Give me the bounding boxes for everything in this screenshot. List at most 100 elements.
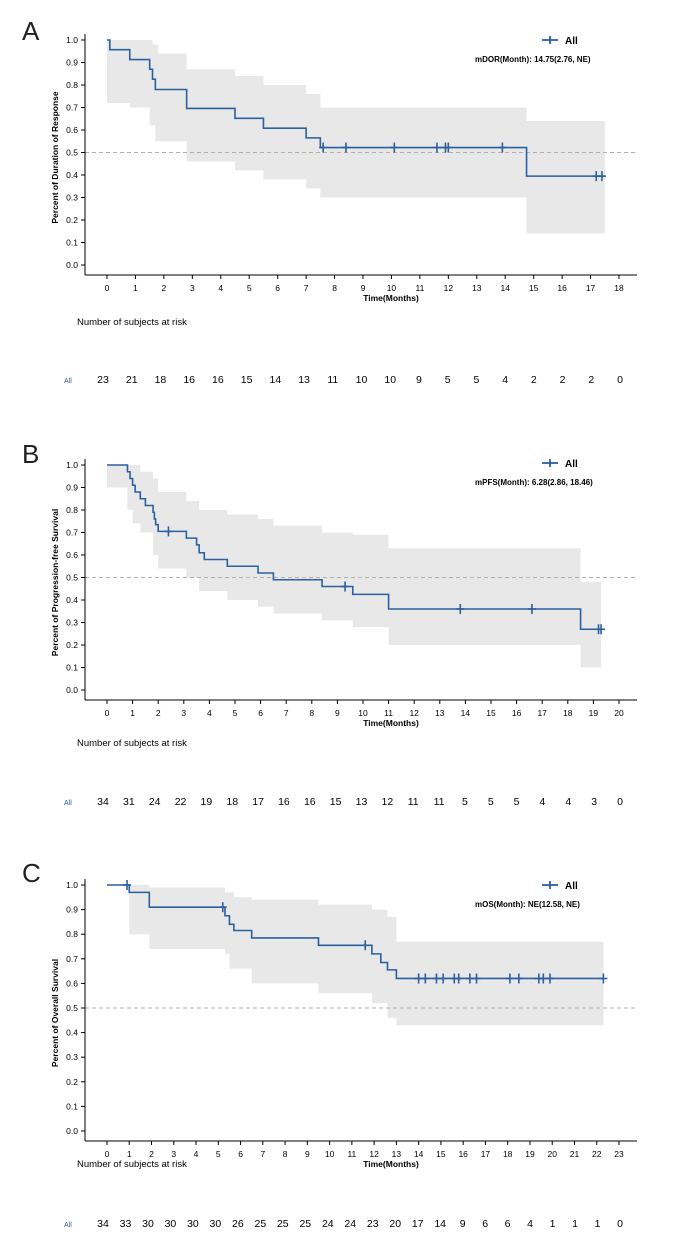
risk-count: 15 [241,374,253,386]
censor-mark [465,973,474,984]
y-tick-label: 0.8 [66,505,78,515]
risk-count: 0 [617,374,623,386]
median-annotation: mDOR(Month): 14.75(2.76, NE) [475,55,591,64]
risk-count: 30 [142,1218,154,1230]
risk-count: 0 [617,1218,623,1230]
x-tick-label: 19 [589,708,599,718]
risk-count: 6 [505,1218,511,1230]
y-tick-label: 0.2 [66,1077,78,1087]
x-tick-label: 21 [570,1149,580,1159]
risk-count: 24 [344,1218,356,1230]
confidence-band [107,465,602,668]
risk-count: 17 [412,1218,424,1230]
x-tick-label: 4 [194,1149,199,1159]
x-tick-label: 19 [525,1149,535,1159]
risk-count: 1 [595,1218,601,1230]
x-tick-label: 17 [537,708,547,718]
risk-count: 22 [175,796,187,808]
x-tick-label: 10 [387,283,397,293]
y-tick-label: 0.4 [66,595,78,605]
x-tick-label: 11 [384,708,393,718]
confidence-band [107,885,604,1026]
censor-mark [164,526,173,537]
panel-a: A0.00.10.20.30.40.50.60.70.80.91.00 1 2 3 4 5… [22,16,637,386]
risk-count: 4 [527,1218,533,1230]
x-tick-label: 8 [283,1149,288,1159]
x-tick-label: 15 [529,283,539,293]
x-tick-label: 7 [260,1149,265,1159]
risk-count: 13 [356,796,368,808]
risk-count: 2 [531,374,537,386]
x-tick-label: 9 [305,1149,310,1159]
risk-row-label: All [64,800,72,807]
x-tick-label: 15 [436,1149,446,1159]
risk-count: 9 [416,374,422,386]
x-tick-label: 4 [207,708,212,718]
x-tick-label: 18 [503,1149,513,1159]
panel-b: B0.00.10.20.30.40.50.60.70.80.91.00 1 2 3 4 5… [22,439,637,808]
censor-mark [454,973,463,984]
censor-mark [414,973,423,984]
x-tick-label: 0 [105,708,110,718]
x-tick-label: 12 [409,708,419,718]
x-tick-label: 1 [130,708,135,718]
risk-count: 10 [356,374,368,386]
y-tick-label: 0.0 [66,260,78,270]
y-tick-label: 0.2 [66,640,78,650]
censor-mark [218,902,227,913]
x-tick-label: 22 [592,1149,602,1159]
x-tick-label: 6 [275,283,280,293]
y-tick-label: 0.5 [66,1003,78,1013]
risk-count: 5 [445,374,451,386]
y-tick-label: 1.0 [66,880,78,890]
risk-count: 17 [252,796,264,808]
risk-count: 14 [269,374,281,386]
x-tick-label: 17 [481,1149,491,1159]
x-tick-label: 5 [216,1149,221,1159]
y-tick-label: 0.1 [66,238,78,248]
x-tick-label: 13 [435,708,445,718]
y-tick-label: 0.7 [66,103,78,113]
risk-count: 5 [488,796,494,808]
panel-letter: C [22,858,41,888]
x-tick-label: 16 [512,708,522,718]
x-axis-label: Time(Months) [363,293,419,303]
censor-mark [498,142,507,153]
risk-count: 30 [210,1218,222,1230]
y-tick-label: 0.0 [66,1126,78,1136]
x-tick-label: 3 [181,708,186,718]
risk-count: 34 [97,1218,109,1230]
y-tick-label: 0.8 [66,80,78,90]
legend-label: All [565,36,578,47]
risk-count: 30 [165,1218,177,1230]
censor-mark [545,973,554,984]
legend-label: All [565,881,578,892]
risk-count: 16 [278,796,290,808]
risk-count: 0 [617,796,623,808]
censor-mark [505,973,514,984]
x-tick-label: 12 [369,1149,379,1159]
y-axis-label: Percent of Duration of Response [50,91,60,224]
risk-count: 9 [460,1218,466,1230]
x-tick-label: 10 [325,1149,335,1159]
y-tick-label: 0.2 [66,215,78,225]
censor-mark [341,142,350,153]
risk-count: 13 [298,374,310,386]
x-tick-label: 6 [238,1149,243,1159]
x-tick-label: 4 [218,283,223,293]
risk-count: 14 [434,1218,446,1230]
risk-count: 23 [97,374,109,386]
censor-mark [597,624,606,635]
x-tick-label: 20 [614,708,624,718]
censor-mark [390,142,399,153]
x-tick-label: 7 [284,708,289,718]
risk-count: 30 [187,1218,199,1230]
x-tick-label: 20 [547,1149,557,1159]
risk-table-title: Number of subjects at risk [77,738,187,749]
censor-mark [361,940,370,951]
risk-table-title: Number of subjects at risk [77,317,187,328]
risk-count: 31 [123,796,135,808]
y-tick-label: 0.1 [66,1101,78,1111]
censor-mark [432,973,441,984]
